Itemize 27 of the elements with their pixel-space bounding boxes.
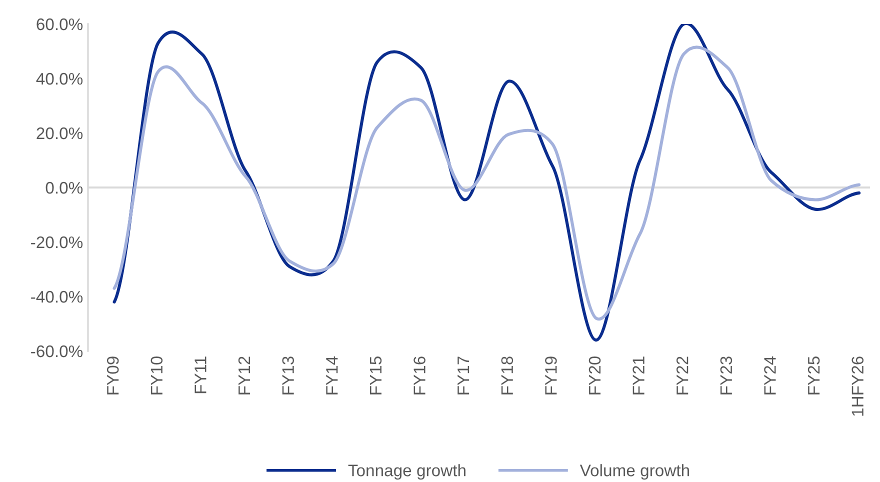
x-tick-label: FY23 xyxy=(720,356,732,394)
x-tick-label: FY10 xyxy=(150,356,163,394)
legend-label: Volume growth xyxy=(580,464,690,480)
x-tick-label: 1HFY26 xyxy=(852,356,864,416)
y-tick-label: -20.0% xyxy=(31,236,83,248)
y-tick-label: 0.0% xyxy=(46,182,83,194)
x-tick-label: FY18 xyxy=(501,356,514,394)
y-tick-label: 20.0% xyxy=(36,127,83,140)
x-tick-label: FY24 xyxy=(764,356,776,394)
y-tick-label: 40.0% xyxy=(36,72,83,85)
x-tick-label: FY19 xyxy=(545,356,557,394)
x-tick-label: FY21 xyxy=(632,356,644,394)
x-tick-label: FY17 xyxy=(458,356,470,394)
x-tick-label: FY11 xyxy=(194,356,206,394)
x-tick-label: FY16 xyxy=(414,356,426,394)
y-tick-label: -60.0% xyxy=(31,345,83,358)
x-tick-label: FY25 xyxy=(808,356,820,394)
x-tick-label: FY22 xyxy=(676,356,688,394)
x-tick-label: FY12 xyxy=(238,356,250,394)
x-tick-label: FY13 xyxy=(282,356,294,394)
legend-label: Tonnage growth xyxy=(348,464,466,480)
x-tick-label: FY20 xyxy=(588,356,601,394)
y-tick-label: -40.0% xyxy=(31,290,83,303)
x-tick-label: FY15 xyxy=(370,356,382,394)
x-tick-label: FY14 xyxy=(326,356,338,394)
x-tick-label: FY09 xyxy=(106,356,119,394)
y-tick-label: 60.0% xyxy=(36,18,83,30)
